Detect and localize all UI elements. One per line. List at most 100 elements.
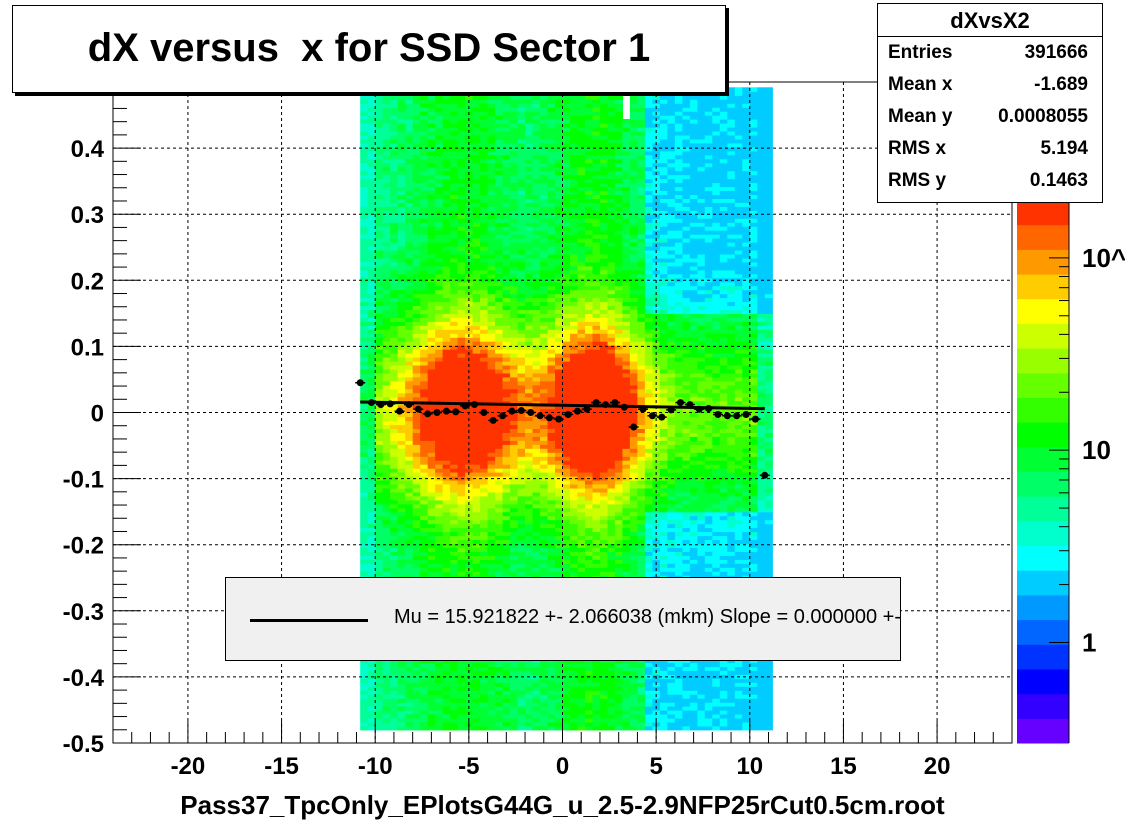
- heatmap-cell: [555, 400, 564, 406]
- heatmap-cell: [472, 571, 481, 576]
- heatmap-cell: [382, 368, 391, 374]
- heatmap-cell: [525, 416, 534, 422]
- heatmap-cell: [510, 178, 519, 184]
- heatmap-cell: [427, 297, 436, 303]
- heatmap-cell: [450, 289, 459, 295]
- heatmap-cell: [457, 515, 466, 521]
- heatmap-cell: [427, 293, 436, 299]
- heatmap-cell: [562, 242, 571, 247]
- heatmap-cell: [570, 460, 579, 465]
- heatmap-cell: [390, 99, 399, 104]
- heatmap-cell: [480, 301, 489, 307]
- heatmap-cell: [487, 432, 496, 437]
- heatmap-cell: [397, 662, 406, 667]
- heatmap-cell: [532, 376, 541, 382]
- heatmap-cell: [540, 305, 549, 310]
- heatmap-cell: [547, 440, 556, 445]
- heatmap-cell: [525, 511, 534, 517]
- heatmap-cell: [390, 91, 399, 96]
- heatmap-cell: [375, 91, 384, 96]
- heatmap-cell: [375, 555, 384, 560]
- heatmap-cell: [585, 357, 594, 362]
- heatmap-cell: [562, 499, 571, 505]
- heatmap-cell: [450, 452, 459, 457]
- heatmap-cell: [397, 126, 406, 132]
- heatmap-cell: [562, 416, 571, 422]
- heatmap-cell: [480, 563, 489, 568]
- heatmap-cell: [502, 424, 511, 429]
- heatmap-cell: [375, 420, 384, 425]
- heatmap-cell: [390, 360, 399, 366]
- heatmap-cell: [487, 210, 496, 215]
- heatmap-cell: [540, 353, 549, 358]
- heatmap-cell: [427, 245, 436, 251]
- heatmap-cell: [480, 511, 489, 517]
- heatmap-cell: [412, 372, 421, 378]
- heatmap-cell: [577, 341, 586, 346]
- heatmap-cell: [517, 142, 526, 148]
- heatmap-cell: [487, 111, 496, 116]
- heatmap-cell: [382, 420, 391, 425]
- heatmap-cell: [450, 277, 459, 283]
- heatmap-cell: [465, 535, 474, 540]
- heatmap-cell: [457, 487, 466, 493]
- heatmap-cell: [382, 349, 391, 354]
- heatmap-cell: [442, 130, 451, 136]
- heatmap-cell: [472, 694, 481, 699]
- heatmap-cell: [510, 424, 519, 429]
- heatmap-cell: [390, 186, 399, 191]
- heatmap-cell: [547, 682, 556, 687]
- heatmap-cell: [487, 388, 496, 394]
- heatmap-cell: [517, 380, 526, 386]
- heatmap-cell: [367, 416, 376, 422]
- heatmap-cell: [367, 460, 376, 465]
- heatmap-cell: [360, 230, 369, 235]
- heatmap-cell: [510, 670, 519, 675]
- heatmap-cell: [517, 119, 526, 124]
- heatmap-cell: [390, 198, 399, 203]
- heatmap-cell: [502, 523, 511, 529]
- heatmap-cell: [555, 194, 564, 199]
- heatmap-cell: [517, 353, 526, 358]
- heatmap-cell: [397, 412, 406, 418]
- heatmap-cell: [450, 559, 459, 564]
- heatmap-cell: [547, 702, 556, 707]
- heatmap-cell: [435, 289, 444, 295]
- heatmap-cell: [502, 150, 511, 156]
- heatmap-cell: [412, 388, 421, 394]
- heatmap-cell: [390, 174, 399, 180]
- heatmap-cell: [540, 380, 549, 386]
- heatmap-cell: [450, 682, 459, 687]
- heatmap-cell: [510, 567, 519, 572]
- heatmap-cell: [555, 253, 564, 259]
- heatmap-cell: [487, 162, 496, 168]
- heatmap-cell: [390, 551, 399, 556]
- heatmap-cell: [382, 130, 391, 136]
- heatmap-cell: [390, 531, 399, 537]
- heatmap-cell: [435, 95, 444, 100]
- heatmap-cell: [397, 341, 406, 346]
- heatmap-cell: [540, 523, 549, 529]
- heatmap-cell: [562, 670, 571, 675]
- heatmap-cell: [547, 230, 556, 235]
- heatmap-cell: [435, 238, 444, 243]
- heatmap-cell: [495, 257, 504, 263]
- heatmap-cell: [487, 273, 496, 279]
- heatmap-cell: [472, 115, 481, 120]
- heatmap-cell: [405, 372, 414, 378]
- heatmap-cell: [570, 265, 579, 271]
- heatmap-cell: [442, 428, 451, 433]
- heatmap-cell: [540, 281, 549, 287]
- heatmap-cell: [367, 158, 376, 164]
- heatmap-cell: [390, 420, 399, 425]
- heatmap-cell: [367, 531, 376, 537]
- heatmap-cell: [420, 142, 429, 148]
- heatmap-cell: [405, 234, 414, 239]
- heatmap-cell: [532, 123, 541, 128]
- heatmap-cell: [382, 186, 391, 191]
- heatmap-cell: [472, 142, 481, 148]
- heatmap-cell: [555, 491, 564, 497]
- heatmap-cell: [502, 297, 511, 303]
- heatmap-cell: [487, 709, 496, 715]
- heatmap-cell: [480, 130, 489, 136]
